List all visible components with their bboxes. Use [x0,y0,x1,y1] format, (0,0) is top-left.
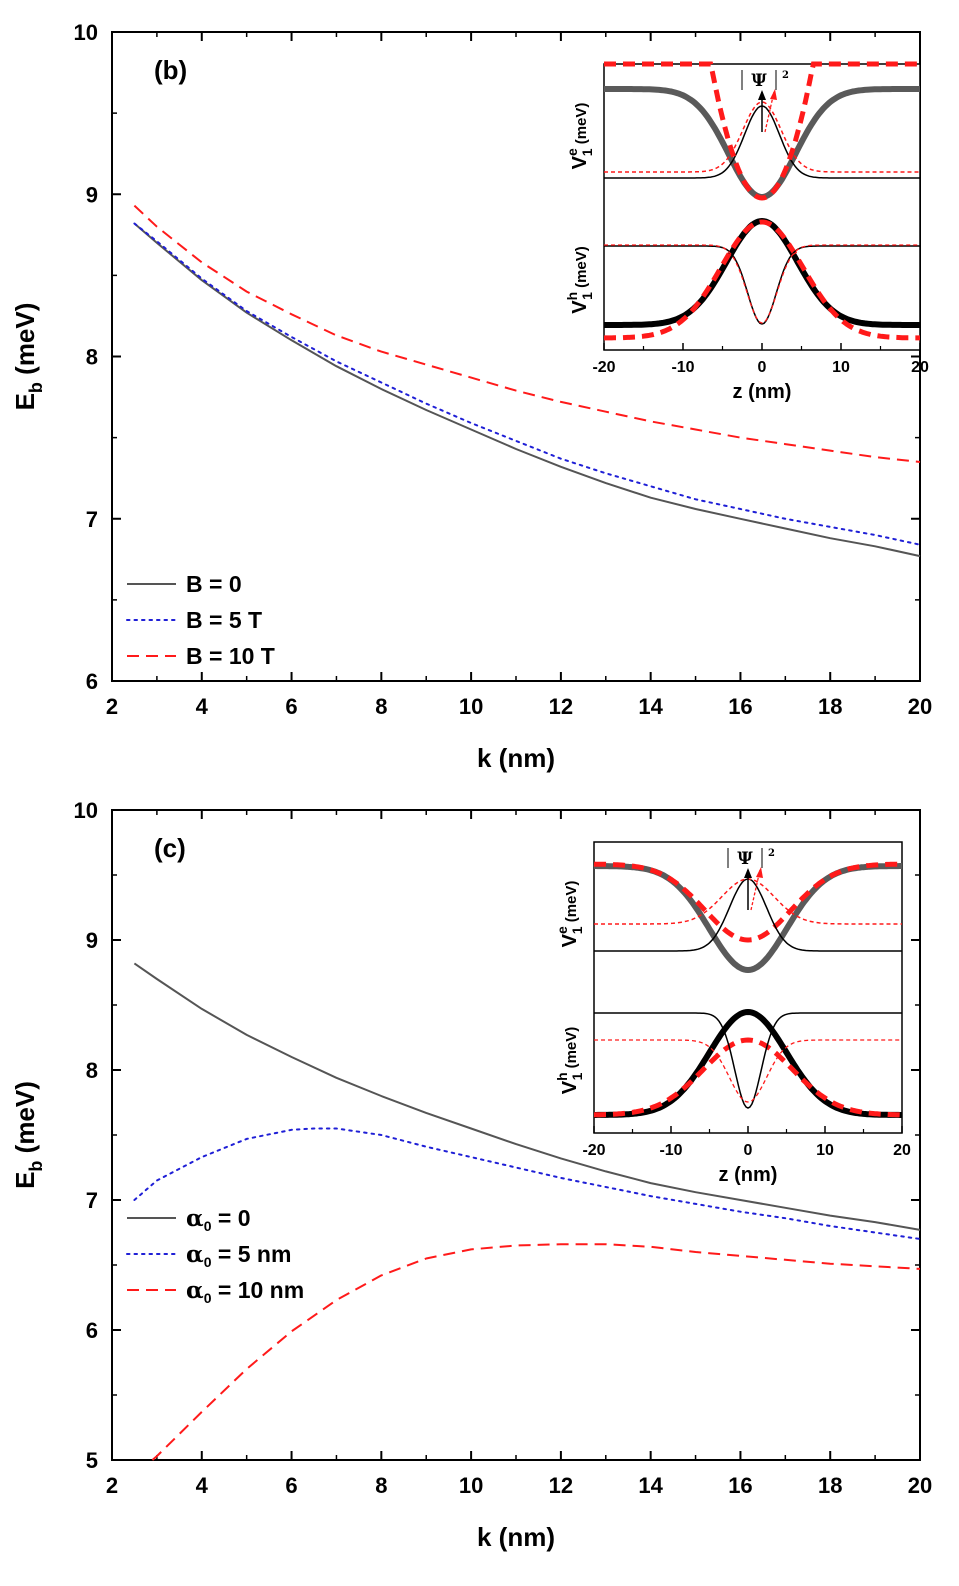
y-axis-label: Eb (meV) [10,303,46,411]
x-tick-label: 12 [549,694,573,719]
inset-x-tick-label: -20 [592,359,615,376]
inset-y-label-hole: Vh1 (meV) [554,1027,585,1095]
x-axis-label: k (nm) [477,743,555,773]
x-tick-label: 20 [908,1473,932,1498]
x-tick-label: 18 [818,694,842,719]
x-tick-label: 10 [459,1473,483,1498]
inset-x-tick-label: 20 [893,1142,911,1159]
inset-y-label-hole: Vh1 (meV) [564,246,595,314]
inset-y-label-electron: Ve1 (meV) [554,881,585,948]
x-tick-label: 20 [908,694,932,719]
legend-entry-1: α0 = 0 [186,1205,251,1234]
panel-label: (b) [154,55,187,85]
inset-c: -20 -10 0 10 20 z (nm) Ve1 (meV) Vh1 (meV) Ψ 2 [554,841,911,1186]
legend-entry-2: α0 = 5 nm [186,1241,291,1270]
x-tick-label: 16 [728,694,752,719]
series-line-1 [133,222,921,558]
psi-arrowhead-red [770,89,777,100]
inset-electron-wavefunction-B [604,101,920,173]
x-tick-label: 6 [285,1473,297,1498]
inset-x-tick-label: 10 [816,1142,834,1159]
series-line-3 [133,204,921,463]
y-tick-label: 5 [86,1448,98,1473]
x-tick-label: 2 [106,694,118,719]
x-tick-label: 2 [106,1473,118,1498]
x-tick-label: 14 [638,694,663,719]
psi-arrowhead-black [758,90,766,100]
inset-hole-potential-shift [594,1037,902,1118]
inset-hole-wavefunction-B [604,244,920,324]
inset-x-tick-label: 0 [744,1142,753,1159]
x-tick-label: 8 [375,694,387,719]
x-tick-label: 10 [459,694,483,719]
legend-entry-3: α0 = 10 nm [186,1277,304,1306]
inset-x-axis-label: z (nm) [733,381,792,403]
y-axis-label: Eb (meV) [10,1081,46,1189]
series-line-2 [133,222,921,546]
y-tick-label: 7 [86,507,98,532]
inset-hole-wavefunction-shift [594,1039,902,1103]
y-tick-label: 9 [86,182,98,207]
x-axis-label: k (nm) [477,1522,555,1552]
x-tick-label: 12 [549,1473,573,1498]
series-line-1 [133,962,921,1231]
inset-x-tick-label: 20 [911,359,929,376]
legend-entry-2: B = 5 T [186,607,262,633]
x-tick-label: 18 [818,1473,842,1498]
legend-entry-3: B = 10 T [186,643,275,669]
x-tick-label: 4 [196,1473,209,1498]
psi-arrowhead-black [744,868,752,878]
inset-x-tick-label: 0 [758,359,767,376]
x-tick-label: 4 [196,694,209,719]
psi-power: 2 [768,848,775,859]
y-tick-label: 10 [74,798,98,823]
inset-y-label-electron: Ve1 (meV) [564,103,595,170]
legend-entry-1: B = 0 [186,571,242,597]
y-tick-label: 10 [74,20,98,45]
inset-electron-potential-B [604,61,920,201]
inset-electron-potential-shift [593,861,903,943]
x-tick-label: 16 [728,1473,752,1498]
inset-x-tick-label: -20 [582,1142,605,1159]
y-tick-label: 7 [86,1188,98,1213]
x-tick-label: 6 [285,694,297,719]
series-line-3 [151,1243,921,1461]
inset-hole-potential-B [604,219,920,341]
psi-arrow-red [750,869,761,911]
psi-arrow-red [764,91,775,133]
y-tick-label: 6 [86,1318,98,1343]
psi-arrowhead-red [756,867,763,878]
psi-symbol: Ψ [751,71,767,91]
inset-x-axis-label: z (nm) [719,1164,778,1186]
inset-b: -20 -10 0 10 20 z (nm) Ve1 (meV) Vh1 (meV) Ψ 2 [564,61,929,403]
inset-hole-wavefunction [604,245,920,325]
series-line-2 [133,1127,921,1240]
y-tick-label: 6 [86,669,98,694]
inset-x-tick-label: -10 [671,359,694,376]
y-tick-label: 9 [86,928,98,953]
x-tick-label: 14 [638,1473,663,1498]
inset-x-tick-label: -10 [659,1142,682,1159]
x-tick-label: 8 [375,1473,387,1498]
psi-power: 2 [782,70,789,81]
inset-x-tick-label: 10 [832,359,850,376]
panel-label: (c) [154,833,186,863]
y-tick-label: 8 [86,345,98,370]
inset-hole-wavefunction [594,1012,902,1109]
psi-symbol: Ψ [737,849,753,869]
y-tick-label: 8 [86,1058,98,1083]
